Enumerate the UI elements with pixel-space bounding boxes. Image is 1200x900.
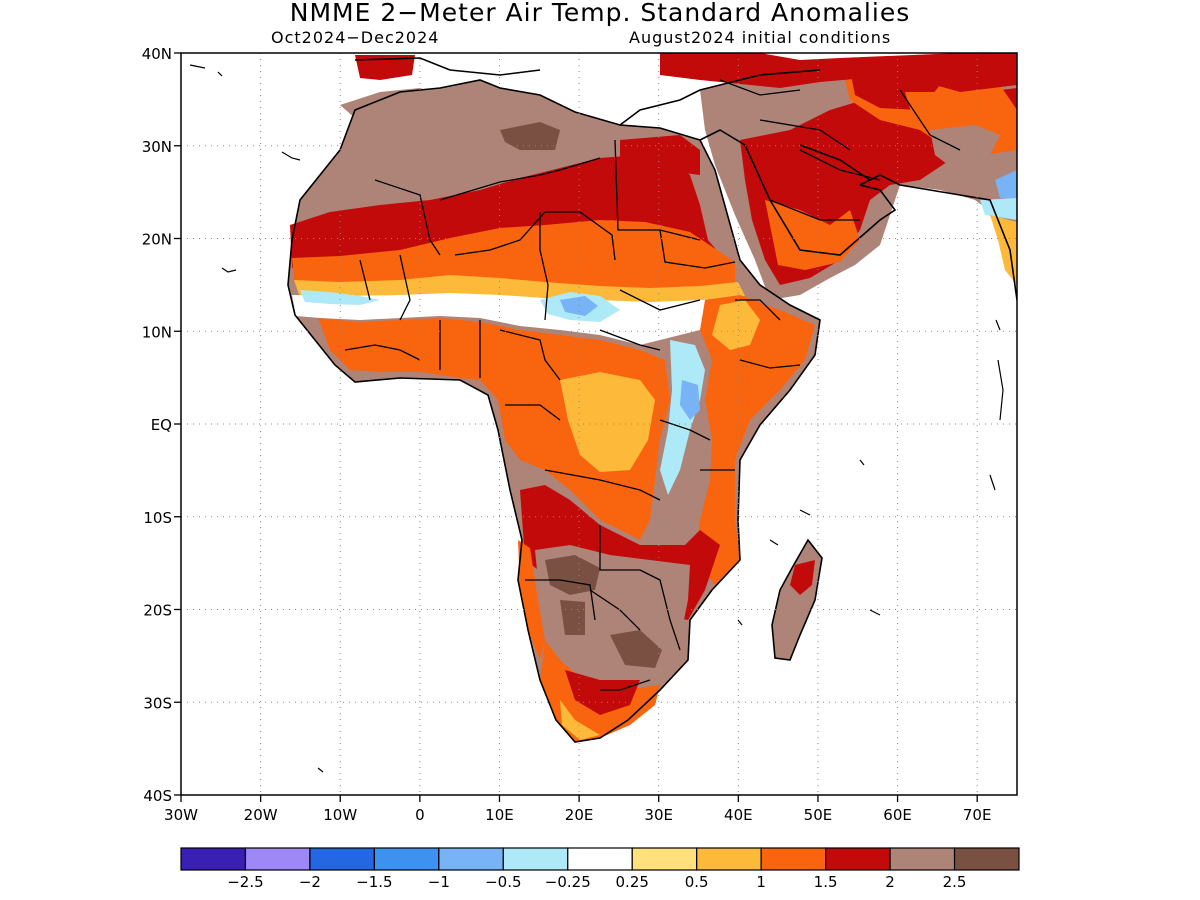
lon-tick-label: 0 bbox=[415, 806, 425, 824]
cool-patch-india bbox=[995, 170, 1017, 200]
lon-tick-label: 30E bbox=[644, 806, 673, 824]
colorbar-swatch bbox=[180, 847, 247, 871]
turkey-red bbox=[660, 53, 1017, 92]
lat-tick-label: 20N bbox=[142, 231, 172, 249]
southern-dark-brown-2 bbox=[560, 600, 585, 635]
map-gridlines bbox=[181, 53, 1017, 795]
india-yellow bbox=[990, 215, 1017, 285]
namibia-coast bbox=[518, 540, 545, 660]
ethiopia-yellow bbox=[712, 300, 760, 350]
colorbar-label: 0.5 bbox=[685, 873, 709, 891]
colorbar-label: −2.5 bbox=[227, 873, 263, 891]
cool-patch-india-light bbox=[980, 198, 1017, 220]
colorbar-label: 2.5 bbox=[943, 873, 967, 891]
atlas-brown bbox=[340, 88, 440, 118]
neutral-band bbox=[292, 293, 740, 345]
lon-tick-label: 70E bbox=[963, 806, 992, 824]
cape-red bbox=[565, 670, 640, 715]
lon-tick-label: 30W bbox=[164, 806, 198, 824]
colorbar-label: −0.5 bbox=[485, 873, 521, 891]
colorbar-swatch bbox=[760, 847, 827, 871]
islands bbox=[189, 64, 1004, 773]
med-coast-red bbox=[355, 55, 415, 80]
lon-tick-label: 20E bbox=[565, 806, 594, 824]
lon-tick-label: 20W bbox=[244, 806, 278, 824]
iran-orange-patch bbox=[905, 92, 975, 130]
arabia-orange bbox=[765, 200, 860, 270]
lat-tick-label: 20S bbox=[143, 602, 172, 620]
central-africa-warm bbox=[318, 318, 670, 540]
cool-patch-lakes-core bbox=[680, 380, 700, 420]
forecast-period: Oct2024−Dec2024 bbox=[271, 28, 440, 47]
colorbar-label: −2 bbox=[299, 873, 321, 891]
colorbar-swatch bbox=[825, 847, 891, 871]
sahel-yellow-fringe bbox=[294, 275, 745, 302]
pakistan-brown bbox=[930, 125, 1000, 170]
colorbar-label: 2 bbox=[885, 873, 895, 891]
colorbar-swatch bbox=[696, 847, 762, 871]
lon-tick-label: 10E bbox=[485, 806, 514, 824]
colorbar-swatch bbox=[373, 847, 440, 871]
colorbar-label: 1 bbox=[756, 873, 766, 891]
egypt-red bbox=[620, 135, 700, 175]
cool-patch-west bbox=[300, 290, 380, 305]
cape-yellow bbox=[560, 700, 600, 740]
colorbar-label: −0.25 bbox=[545, 873, 591, 891]
lat-tick-label: 10S bbox=[143, 509, 172, 527]
colorbar-swatch bbox=[502, 847, 569, 871]
colorbar-swatch bbox=[244, 847, 311, 871]
colorbar-swatch bbox=[889, 847, 956, 871]
colorbar-label: 1.5 bbox=[814, 873, 838, 891]
lat-tick-label: 40S bbox=[143, 787, 172, 805]
colorbar-swatch bbox=[567, 847, 633, 871]
country-borders bbox=[344, 79, 961, 691]
colorbar-swatch bbox=[438, 847, 504, 871]
lon-tick-label: 60E bbox=[883, 806, 912, 824]
colorbar-swatch bbox=[309, 847, 375, 871]
lat-tick-label: 10N bbox=[142, 323, 172, 341]
libya-dark-brown bbox=[500, 122, 560, 150]
colorbar-swatch bbox=[953, 847, 1020, 871]
lat-tick-label: 40N bbox=[142, 45, 172, 63]
congo-basin bbox=[560, 372, 655, 472]
cool-patch-lakes bbox=[660, 340, 705, 495]
lat-tick-label: 30N bbox=[142, 138, 172, 156]
southern-dark-brown-3 bbox=[610, 630, 662, 668]
colorbar-label: −1.5 bbox=[356, 873, 392, 891]
colorbar-label: 0.25 bbox=[616, 873, 649, 891]
colorbar-swatch bbox=[631, 847, 698, 871]
east-africa-warm bbox=[695, 295, 815, 585]
madagascar-red bbox=[790, 560, 815, 595]
colorbar-label: −1 bbox=[428, 873, 450, 891]
lon-tick-label: 10W bbox=[323, 806, 357, 824]
map-canvas bbox=[181, 53, 1017, 795]
lat-tick-label: 30S bbox=[143, 694, 172, 712]
colorbar: −2.5 −2 −1.5 −1 −0.5 −0.25 0.25 0.5 1 1.5 2 2.5 bbox=[180, 847, 1020, 891]
chart-title: NMME 2−Meter Air Temp. Standard Anomalie… bbox=[289, 0, 911, 27]
lon-tick-label: 50E bbox=[804, 806, 833, 824]
coastlines bbox=[287, 57, 1017, 743]
lat-tick-label: EQ bbox=[151, 416, 172, 434]
initial-conditions: August2024 initial conditions bbox=[629, 28, 892, 47]
lon-tick-label: 40E bbox=[724, 806, 753, 824]
